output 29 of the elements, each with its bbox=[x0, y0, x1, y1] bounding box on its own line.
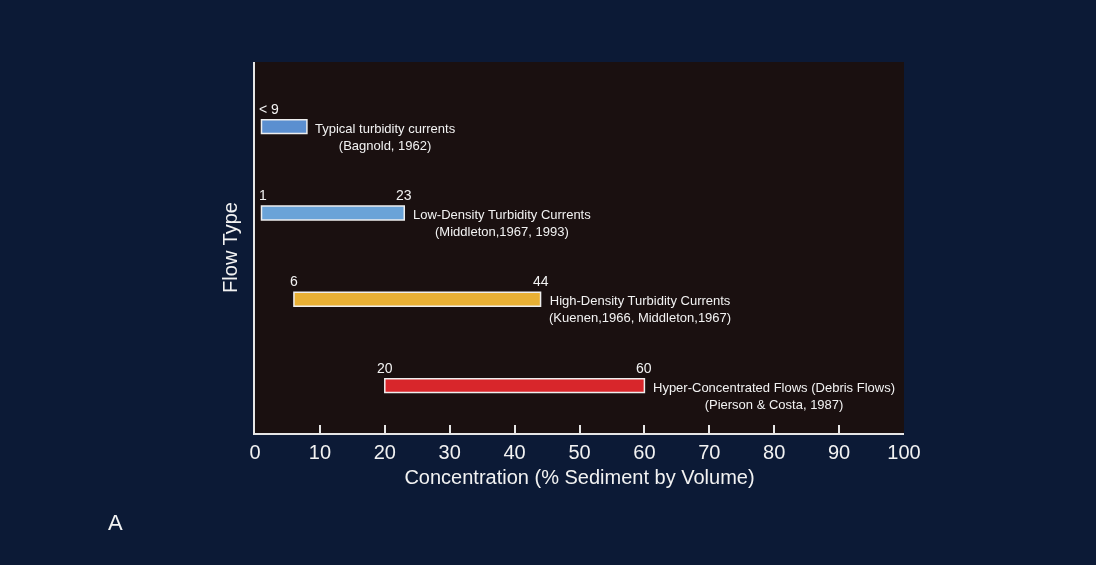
annotation: 44 bbox=[533, 273, 549, 289]
x-tick-label: 60 bbox=[633, 441, 656, 463]
annotation: 20 bbox=[377, 360, 393, 376]
y-tick-label: Typical turbidity currents (Bagnold, 1962) bbox=[315, 121, 456, 153]
x-tick-label: 40 bbox=[503, 441, 526, 463]
bar bbox=[260, 119, 308, 135]
bar bbox=[384, 377, 646, 394]
x-tick-label: 100 bbox=[887, 441, 921, 463]
y-axis-title: Flow Type bbox=[219, 202, 241, 293]
annotation: 60 bbox=[636, 360, 652, 376]
y-tick-label: Low-Density Turbidity Currents (Middleton,1967, 1993) bbox=[413, 207, 592, 239]
x-tick-label: 80 bbox=[763, 441, 786, 463]
bar bbox=[260, 205, 406, 221]
bar bbox=[293, 291, 542, 307]
annotation: 1 bbox=[259, 187, 267, 203]
y-tick-label: High-Density Turbidity Currents (Kuenen,1966, Middleton,1967) bbox=[549, 293, 732, 325]
x-tick-label: 70 bbox=[698, 441, 721, 463]
x-tick-label: 50 bbox=[568, 441, 591, 463]
x-tick-label: 20 bbox=[373, 441, 396, 463]
annotation: 23 bbox=[396, 187, 412, 203]
annotation: 6 bbox=[290, 273, 298, 289]
x-axis-title: Concentration (% Sediment by Volume) bbox=[404, 466, 755, 488]
x-tick-label: 30 bbox=[438, 441, 461, 463]
annotation: < 9 bbox=[259, 101, 280, 117]
text: A bbox=[108, 510, 123, 535]
x-tick-label: 90 bbox=[827, 441, 851, 463]
x-tick-label: 0 bbox=[249, 441, 261, 463]
y-tick-label: Hyper-Concentrated Flows (Debris Flows) (Pierson & Costa, 1987) bbox=[653, 380, 896, 412]
x-tick-label: 10 bbox=[308, 441, 332, 463]
